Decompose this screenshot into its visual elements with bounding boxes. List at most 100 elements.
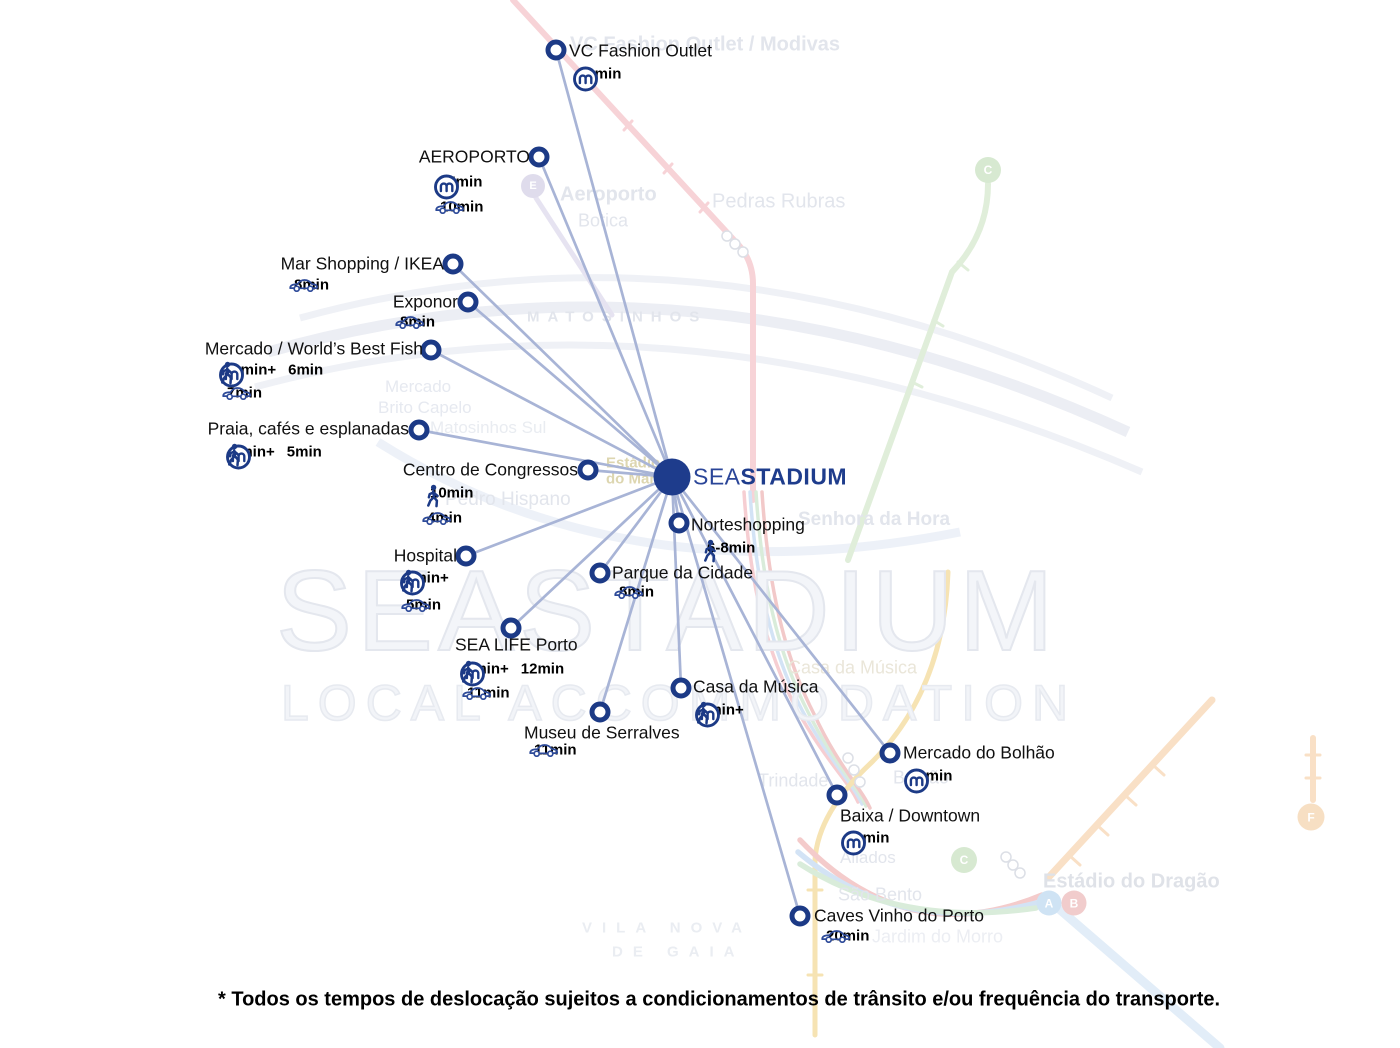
destination-node bbox=[457, 291, 479, 313]
destination-label: Hospital bbox=[393, 545, 457, 566]
transport-row: 25min bbox=[433, 174, 482, 200]
connector-line bbox=[670, 476, 683, 689]
car-icon bbox=[435, 201, 465, 215]
car-icon bbox=[222, 387, 252, 401]
transport-row: 4min bbox=[421, 510, 462, 527]
transport-row: 20min bbox=[820, 928, 869, 945]
connector-line bbox=[670, 476, 839, 796]
destination-node bbox=[545, 39, 567, 61]
destination-label: Caves Vinho do Porto bbox=[814, 905, 984, 926]
car-icon bbox=[529, 744, 559, 758]
metro-icon bbox=[573, 66, 598, 92]
travel-time: 12min bbox=[520, 660, 565, 678]
car-icon bbox=[614, 586, 644, 600]
transport-row: 10min+ 6min bbox=[218, 361, 324, 388]
destination-label: Baixa / Downtown bbox=[840, 805, 981, 826]
transport-row: 30min bbox=[572, 66, 621, 92]
walk-icon bbox=[427, 484, 439, 508]
travel-time: 6-8min bbox=[707, 539, 756, 557]
destination-node bbox=[668, 512, 690, 534]
interchange-markers bbox=[721, 230, 1026, 879]
destination-label: SEA LIFE Porto bbox=[455, 634, 578, 655]
destination-node bbox=[826, 784, 848, 806]
connector-line bbox=[430, 348, 673, 479]
transport-row: 6-8min bbox=[701, 539, 756, 563]
destination-label: Parque da Cidade bbox=[612, 562, 754, 583]
transport-row: 10min bbox=[434, 199, 483, 216]
transport-row: 2min+ bbox=[399, 570, 455, 596]
connector-line bbox=[510, 476, 673, 629]
destination-label: Exponor bbox=[392, 291, 458, 312]
destination-node bbox=[589, 562, 611, 584]
destination-node bbox=[589, 701, 611, 723]
car-icon bbox=[422, 512, 452, 526]
transport-row: 5min bbox=[400, 597, 441, 614]
destination-node bbox=[577, 459, 599, 481]
transport-row: 20min bbox=[903, 768, 952, 794]
hub-label-light: SEA bbox=[693, 463, 741, 490]
destination-node bbox=[408, 419, 430, 441]
destination-label: AEROPORTO bbox=[418, 146, 530, 167]
destination-label: Mercado do Bolhão bbox=[903, 742, 1055, 763]
car-icon bbox=[395, 316, 425, 330]
transport-row: 7min bbox=[221, 385, 262, 402]
car-icon bbox=[462, 687, 492, 701]
transport-row: 8min+ 5min bbox=[225, 443, 322, 470]
connector-line bbox=[465, 475, 673, 558]
connector-line bbox=[467, 300, 673, 479]
walk-icon bbox=[697, 701, 709, 725]
destination-label: Norteshopping bbox=[691, 514, 805, 535]
destination-label: Praia, cafés e esplanadas bbox=[207, 418, 409, 439]
walk-icon bbox=[221, 361, 233, 385]
footer-disclaimer: * Todos os tempos de deslocação sujeitos… bbox=[218, 988, 1221, 1011]
transport-row: 8min bbox=[288, 277, 329, 294]
destination-node bbox=[500, 617, 522, 639]
destination-label: Museu de Serralves bbox=[524, 722, 680, 743]
walk-icon bbox=[704, 539, 716, 563]
destination-node bbox=[879, 742, 901, 764]
destination-label: Mar Shopping / IKEA bbox=[280, 253, 444, 274]
car-icon bbox=[289, 279, 319, 293]
decorative-swoosh-arcs bbox=[254, 274, 1144, 557]
transport-row: 11min bbox=[461, 685, 510, 702]
metro-icon bbox=[904, 768, 929, 794]
connector-line bbox=[418, 428, 673, 479]
travel-time: 6min bbox=[288, 361, 324, 379]
destination-label: Mercado / World’s Best Fish bbox=[204, 338, 423, 359]
destination-node bbox=[528, 146, 550, 168]
car-icon bbox=[401, 599, 431, 613]
transport-row: 8min+ bbox=[694, 702, 750, 728]
walk-icon bbox=[402, 569, 414, 593]
destination-node bbox=[420, 339, 442, 361]
seastadium-hub-label: SEASTADIUM bbox=[693, 464, 847, 491]
metro-icon bbox=[841, 830, 866, 856]
travel-time: 10min bbox=[430, 484, 474, 502]
hub-label-bold: STADIUM bbox=[740, 463, 848, 490]
transport-row: 10min bbox=[424, 484, 474, 508]
destination-node bbox=[789, 905, 811, 927]
car-icon bbox=[821, 930, 851, 944]
connector-line bbox=[670, 476, 892, 754]
travel-time: 5min bbox=[286, 443, 322, 461]
connector-line bbox=[554, 49, 674, 478]
transport-row: 8min+ 12min bbox=[459, 660, 565, 687]
transport-row: 20min bbox=[840, 830, 889, 856]
destination-label: Casa da Música bbox=[693, 676, 819, 697]
transport-row: 8min bbox=[613, 584, 654, 601]
walk-icon bbox=[228, 443, 240, 467]
seastadium-hub-node bbox=[653, 458, 691, 496]
connector-line bbox=[598, 476, 674, 574]
connector-line bbox=[537, 156, 674, 478]
destination-node bbox=[455, 545, 477, 567]
transport-row: 8min bbox=[394, 314, 435, 331]
metro-icon bbox=[434, 174, 459, 200]
destination-node bbox=[670, 677, 692, 699]
destination-label: VC Fashion Outlet bbox=[569, 40, 712, 61]
walk-icon bbox=[462, 660, 474, 684]
destination-label: Centro de Congressos bbox=[402, 459, 578, 480]
destination-node bbox=[442, 253, 464, 275]
connector-line bbox=[452, 263, 673, 478]
transport-row: 11min bbox=[528, 742, 577, 759]
